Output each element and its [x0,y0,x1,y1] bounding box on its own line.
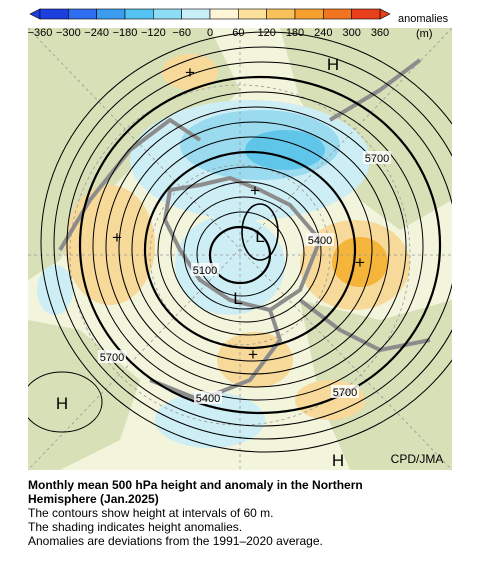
coastlines [58,58,431,402]
contour-line [196,211,288,297]
map [28,28,452,470]
credit: CPD/JMA [391,452,444,466]
contour-line [157,166,339,336]
high-label: H [56,394,68,413]
colorbar-tick-label: 360 [371,27,389,39]
caption-line: Anomalies are deviations from the 1991–2… [28,534,323,548]
caption-line: The contours show height at intervals of… [28,506,274,520]
low-label: L [233,289,242,308]
colorbar-segment [323,8,352,20]
colorbar-segment [266,8,296,20]
colorbar-tick-label: −300 [56,27,81,39]
colorbar-tick-label: 300 [342,27,360,39]
contour-line [40,31,452,453]
anomaly-center: + [185,63,195,82]
contour-label: 5400 [308,235,332,247]
contours [28,31,452,453]
colorbar-tick-label: −180 [113,27,138,39]
colorbar-tick-label: −240 [84,27,109,39]
contour-line [78,75,442,415]
contour-label: 5700 [365,153,389,165]
contour-label-bg [98,350,126,363]
high-label: H [332,451,344,470]
contour-line [143,150,357,350]
caption-line: The shading indicates height anomalies. [28,520,243,534]
colorbar-segment [351,8,381,20]
contour-line [118,121,390,375]
colorbar-tick-label: 60 [232,27,244,39]
colorbar-end [29,8,41,20]
colorbar-segment [68,8,97,20]
colorbar-title: anomalies [398,13,449,25]
contour-line [92,91,424,401]
contour-line [241,203,279,261]
colorbar-segment [209,8,239,20]
colorbar-unit: (m) [416,28,433,40]
colorbar-tick-label: 120 [257,27,275,39]
anomaly-center: + [250,181,260,200]
contour-line [105,106,407,388]
caption: Monthly mean 500 hPa height and anomaly … [28,478,428,548]
map-figure: −360 −300 −240 −180 −120 −60 0 60 120 180 240 300 36… [28,8,452,470]
contour-line [53,46,452,440]
colorbar-segment [39,8,69,20]
colorbar-tick-label: −60 [172,27,191,39]
colorbar-segment [153,8,182,20]
colorbar-segment [96,8,126,20]
colorbar-segment [181,8,211,20]
contour-line [170,181,322,323]
contour-label: 5100 [193,265,217,277]
contour-label-bg [194,391,222,404]
caption-title: Monthly mean 500 hPa height and anomaly … [28,478,363,506]
low-label: L [255,227,264,246]
colorbar-segment [124,8,154,20]
colorbar-tick-label: −360 [28,27,53,39]
anomaly-center: + [248,345,258,364]
colorbar-tick-label: 180 [286,27,304,39]
anomaly-center: + [355,253,365,272]
contour-label: 5700 [333,387,357,399]
colorbar-tick-label: 240 [314,27,332,39]
colorbar-end [379,8,391,20]
contour-label: 5700 [100,352,124,364]
contour-line [183,196,305,310]
colorbar-tick-label: 0 [207,27,213,39]
contour-label-bg [331,385,359,398]
anomaly-center: + [112,228,122,247]
contour-line [131,136,373,362]
colorbar-segment [294,8,324,20]
colorbar-segment [238,8,267,20]
contour-label-bg [306,233,334,246]
contour-line [66,61,452,427]
contour-label: 5400 [196,393,220,405]
contour-label-bg [191,263,219,276]
colorbar: −360 −300 −240 −180 −120 −60 0 60 120 180 240 300 36… [28,8,449,40]
high-label: H [327,55,339,74]
contour-line [28,371,103,433]
colorbar-tick-label: −120 [141,27,166,39]
contour-label-bg [363,151,391,164]
